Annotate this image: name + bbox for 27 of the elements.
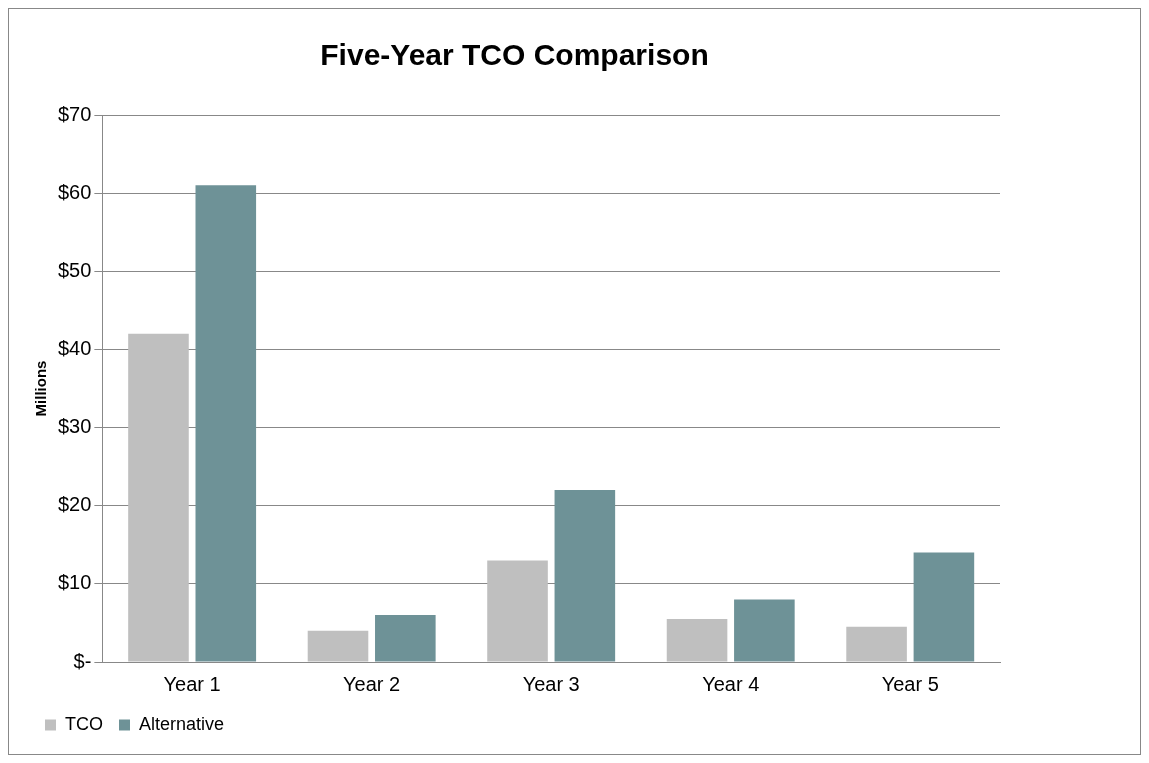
y-tick-label: $20 bbox=[57, 493, 92, 516]
y-tick-label: $- bbox=[73, 649, 92, 672]
bar bbox=[487, 560, 548, 662]
y-tick-label: $60 bbox=[57, 180, 92, 203]
chart-title: Five-Year TCO Comparison bbox=[320, 38, 709, 72]
bar bbox=[128, 333, 189, 662]
y-tick-label: $40 bbox=[57, 336, 92, 359]
y-axis-title: Millions bbox=[32, 360, 50, 417]
x-tick-label: Year 5 bbox=[881, 672, 939, 695]
bar bbox=[734, 599, 795, 662]
y-tick-label: $70 bbox=[57, 102, 92, 125]
legend-label: TCO bbox=[65, 713, 103, 734]
y-tick-label: $30 bbox=[57, 415, 92, 438]
x-tick-label: Year 3 bbox=[522, 672, 580, 695]
bar bbox=[846, 626, 907, 662]
bar bbox=[375, 615, 436, 662]
x-tick-label: Year 1 bbox=[163, 672, 221, 695]
x-tick-label: Year 4 bbox=[702, 672, 760, 695]
bar bbox=[307, 630, 369, 662]
x-tick-label: Year 2 bbox=[343, 672, 401, 695]
bar bbox=[666, 619, 728, 662]
bar bbox=[554, 490, 616, 662]
legend-label: Alternative bbox=[139, 713, 225, 734]
y-tick-label: $10 bbox=[57, 571, 92, 594]
bar bbox=[913, 552, 975, 662]
y-tick-label: $50 bbox=[57, 258, 92, 281]
bar bbox=[195, 185, 257, 662]
